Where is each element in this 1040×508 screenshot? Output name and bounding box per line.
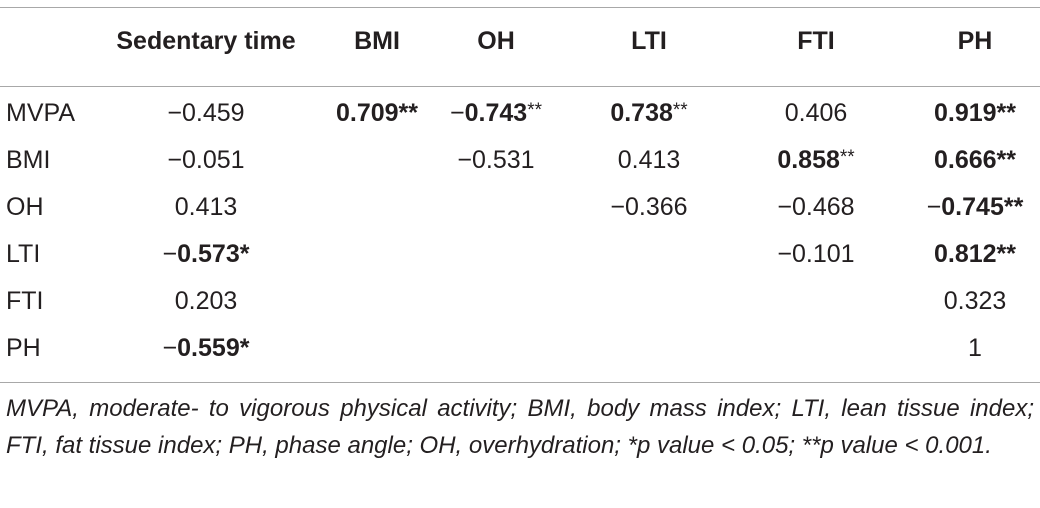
cell-sign: − — [777, 240, 793, 268]
cell-value: 0.051 — [182, 146, 245, 174]
cell-sign: − — [926, 193, 942, 221]
table-cell: 0.738** — [585, 98, 713, 128]
cell-value: 0.366 — [625, 193, 688, 221]
table-cell: 0.406 — [752, 98, 880, 128]
table-cell: −0.559* — [100, 333, 312, 363]
cell-sign: − — [777, 193, 793, 221]
table-cell: 1 — [910, 333, 1040, 363]
cell-value: 0.858 — [777, 146, 840, 174]
cell-sign: − — [610, 193, 626, 221]
cell-sign: − — [450, 99, 465, 127]
cell-value: 0.531 — [472, 146, 535, 174]
table-cell: −0.743** — [432, 98, 560, 128]
table-cell: 0.709** — [322, 98, 432, 128]
table-cell: 0.812** — [910, 239, 1040, 269]
cell-value: 0.468 — [792, 193, 855, 221]
row-label: PH — [6, 334, 41, 362]
header-lti: LTI — [631, 27, 667, 55]
table-cell: −0.366 — [585, 192, 713, 222]
table-cell: −0.468 — [752, 192, 880, 222]
table-top-rule — [0, 7, 1040, 8]
cell-significance-stars: ** — [839, 147, 855, 168]
table-cell: 0.323 — [910, 286, 1040, 316]
cell-sign: − — [162, 334, 178, 362]
table-cell: −0.459 — [100, 98, 312, 128]
table-cell: −0.051 — [100, 145, 312, 175]
table-footnote: MVPA, moderate- to vigorous physical act… — [6, 395, 1034, 459]
cell-significance-stars: ** — [672, 100, 688, 121]
cell-value: 0.203 — [174, 287, 238, 315]
row-label: BMI — [6, 146, 51, 174]
header-ph: PH — [957, 27, 993, 55]
cell-value: 0.709** — [335, 99, 419, 127]
cell-sign: − — [162, 240, 178, 268]
cell-sign: − — [167, 146, 183, 174]
table-cell: 0.919** — [910, 98, 1040, 128]
cell-value: 0.738 — [610, 99, 673, 127]
row-label: MVPA — [6, 99, 75, 127]
table-cell: 0.413 — [585, 145, 713, 175]
header-sedentary-time: Sedentary time — [116, 27, 296, 55]
cell-value: 0.413 — [617, 146, 681, 174]
header-oh: OH — [477, 27, 515, 55]
cell-value: 0.919** — [933, 99, 1017, 127]
cell-sign: − — [457, 146, 473, 174]
table-cell: 0.858** — [752, 145, 880, 175]
cell-significance-stars: ** — [527, 100, 542, 121]
header-bmi: BMI — [354, 27, 400, 55]
table-cell: 0.666** — [910, 145, 1040, 175]
table-cell: −0.745** — [910, 192, 1040, 222]
cell-value: 0.413 — [174, 193, 238, 221]
cell-value: 0.743 — [464, 99, 528, 127]
row-label: LTI — [6, 240, 41, 268]
cell-value: 0.406 — [784, 99, 848, 127]
table-cell: −0.531 — [432, 145, 560, 175]
cell-value: 0.573* — [177, 240, 250, 268]
table-header-rule — [0, 86, 1040, 87]
cell-value: 0.559* — [177, 334, 250, 362]
table-cell: −0.101 — [752, 239, 880, 269]
cell-value: 0.745** — [941, 193, 1024, 221]
header-fti: FTI — [797, 27, 835, 55]
row-label: OH — [6, 193, 44, 221]
table-cell: 0.203 — [100, 286, 312, 316]
cell-value: 1 — [968, 334, 982, 362]
table-cell: −0.573* — [100, 239, 312, 269]
cell-value: 0.812** — [933, 240, 1017, 268]
cell-value: 0.459 — [182, 99, 245, 127]
cell-value: 0.101 — [792, 240, 855, 268]
row-label: FTI — [6, 287, 44, 315]
cell-sign: − — [167, 99, 183, 127]
cell-value: 0.323 — [943, 287, 1007, 315]
table-cell: 0.413 — [100, 192, 312, 222]
cell-value: 0.666** — [933, 146, 1017, 174]
table-bottom-rule — [0, 382, 1040, 383]
